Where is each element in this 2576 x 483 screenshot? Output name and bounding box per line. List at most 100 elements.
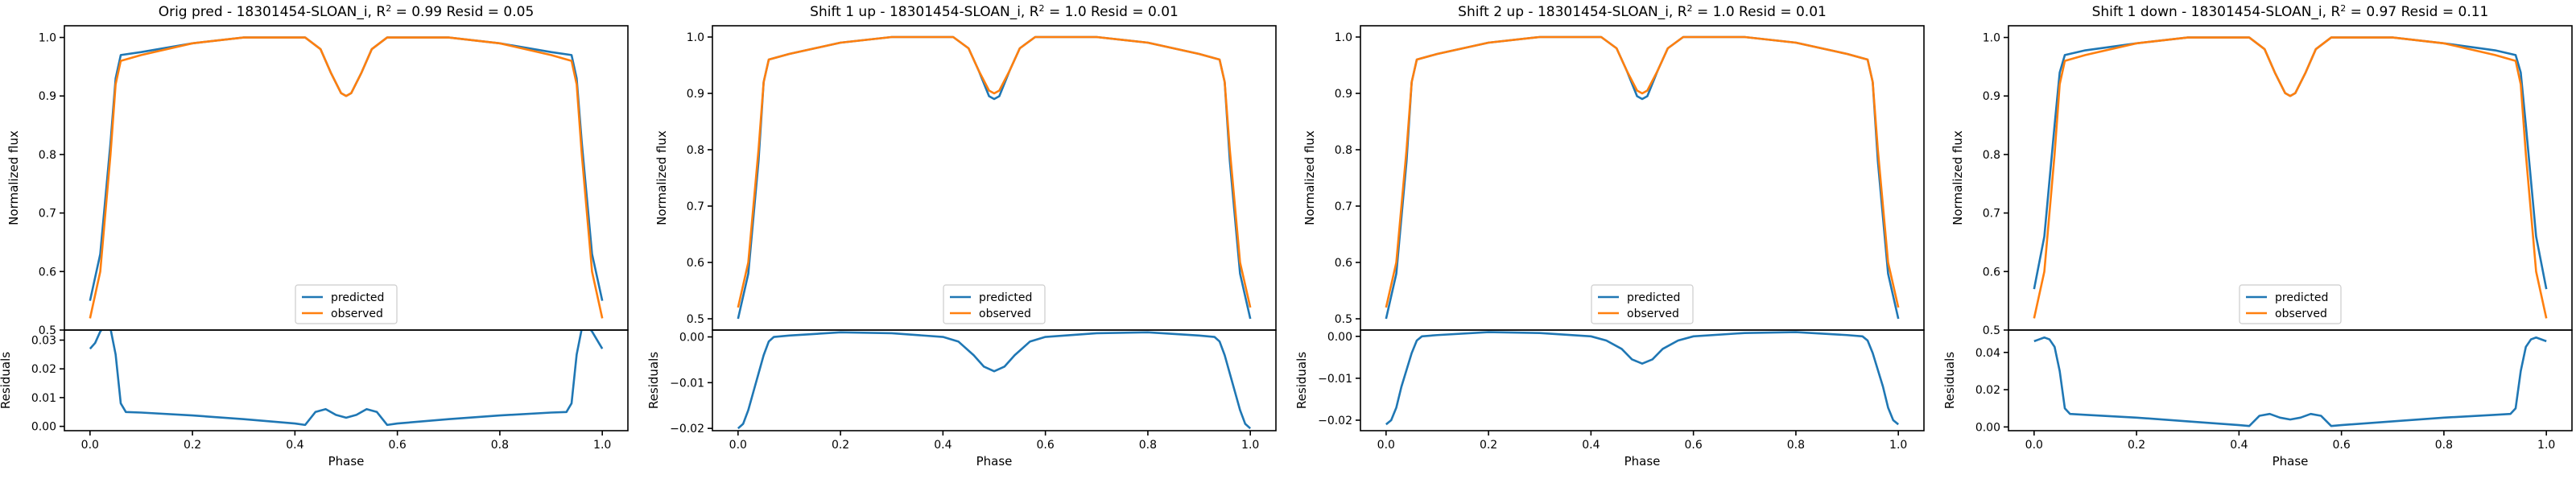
x-tick-label: 0.4 (934, 439, 952, 452)
y-tick-label: 0.8 (1335, 144, 1352, 157)
legend-label-predicted: predicted (1627, 291, 1680, 304)
x-tick-label: 0.8 (1139, 439, 1157, 452)
y-tick-label: 0.7 (1983, 208, 2000, 221)
y-tick-label: 0.03 (31, 335, 56, 348)
main-axes-frame (712, 25, 1277, 331)
legend-label-observed: observed (979, 308, 1031, 320)
y-tick-label: 0.01 (31, 392, 56, 405)
x-tick-label: 0.8 (2435, 439, 2453, 452)
x-tick-label: 0.2 (832, 439, 849, 452)
y-tick-label: −0.02 (1318, 415, 1352, 427)
y-tick-label: 0.02 (31, 363, 56, 376)
x-tick-label: 0.0 (729, 439, 747, 452)
residual-axes-frame (712, 329, 1277, 431)
x-axis-label: Phase (1624, 454, 1661, 469)
y-axis-label: Normalized flux (1302, 130, 1317, 225)
legend-label-observed: observed (331, 308, 383, 320)
series-line-observed (737, 35, 1252, 308)
y-tick-label: −0.01 (670, 377, 704, 390)
y-tick-label: 0.5 (687, 313, 704, 326)
residual-y-axis-label: Residuals (0, 352, 13, 409)
y-tick-label: 1.0 (1983, 32, 2000, 45)
y-tick-label: 0.9 (1983, 90, 2000, 103)
y-tick-label: 1.0 (687, 31, 704, 44)
main-axes-frame (64, 25, 629, 331)
residual-line-residual (89, 330, 604, 427)
y-tick-label: 0.8 (687, 144, 704, 157)
x-tick-label: 0.2 (184, 439, 201, 452)
panel-1: Orig pred - 18301454-SLOAN_i, R2 = 0.99 … (0, 3, 629, 469)
panel-3: Shift 2 up - 18301454-SLOAN_i, R2 = 1.0 … (1294, 3, 1925, 469)
legend-label-predicted: predicted (979, 291, 1032, 304)
y-tick-label: 0.6 (39, 266, 56, 279)
residual-line-residual (2033, 336, 2547, 427)
y-tick-label: 0.5 (1335, 313, 1352, 326)
y-axis-label: Normalized flux (6, 130, 21, 225)
x-tick-label: 0.2 (1480, 439, 1497, 452)
residual-axes-frame (2008, 329, 2573, 431)
x-tick-label: 1.0 (1889, 439, 1907, 452)
series-line-predicted (2033, 36, 2548, 290)
y-tick-label: −0.01 (1318, 373, 1352, 386)
x-axis-label: Phase (976, 454, 1013, 469)
y-tick-label: 0.9 (1335, 88, 1352, 101)
x-tick-label: 0.6 (2333, 439, 2351, 452)
y-tick-label: 0.00 (1975, 421, 2000, 434)
y-tick-label: −0.02 (670, 423, 704, 436)
y-tick-label: 0.5 (39, 324, 56, 337)
y-tick-label: 1.0 (1335, 31, 1352, 44)
y-tick-label: 0.00 (1327, 331, 1352, 344)
legend-label-observed: observed (2275, 308, 2327, 320)
y-tick-label: 0.00 (31, 421, 56, 434)
y-tick-label: 0.02 (1975, 384, 2000, 397)
y-axis-label: Normalized flux (1951, 130, 1965, 225)
series-line-predicted (89, 36, 604, 301)
x-tick-label: 0.2 (2128, 439, 2145, 452)
y-tick-label: 0.04 (1975, 347, 2000, 360)
residual-line-residual (737, 331, 1252, 430)
x-tick-label: 0.4 (286, 439, 303, 452)
panel-title: Shift 2 up - 18301454-SLOAN_i, R2 = 1.0 … (1458, 3, 1827, 21)
y-tick-label: 0.7 (39, 208, 56, 221)
legend-label-observed: observed (1627, 308, 1679, 320)
series-line-observed (2033, 36, 2548, 319)
panel-title: Shift 1 up - 18301454-SLOAN_i, R2 = 1.0 … (810, 3, 1179, 21)
panel-2: Shift 1 up - 18301454-SLOAN_i, R2 = 1.0 … (646, 3, 1277, 469)
series-line-observed (89, 36, 604, 319)
panel-title: Orig pred - 18301454-SLOAN_i, R2 = 0.99 … (159, 3, 535, 21)
legend-label-predicted: predicted (2275, 291, 2328, 304)
x-tick-label: 1.0 (2537, 439, 2555, 452)
y-tick-label: 0.6 (1983, 266, 2000, 279)
y-tick-label: 0.8 (1983, 149, 2000, 162)
residual-y-axis-label: Residuals (1294, 352, 1309, 409)
legend: predicted observed (295, 284, 398, 324)
x-axis-label: Phase (2273, 454, 2309, 469)
x-tick-label: 0.6 (389, 439, 407, 452)
legend: predicted observed (943, 284, 1046, 324)
series-line-predicted (737, 35, 1252, 320)
main-axes-frame (2008, 25, 2573, 331)
x-tick-label: 0.4 (1582, 439, 1600, 452)
series-line-predicted (1385, 35, 1900, 320)
x-tick-label: 1.0 (593, 439, 611, 452)
y-tick-label: 0.00 (679, 332, 704, 345)
residual-axes-frame (64, 329, 629, 431)
y-tick-label: 0.9 (687, 88, 704, 101)
y-tick-label: 0.5 (1983, 324, 2000, 337)
x-tick-label: 0.0 (81, 439, 99, 452)
legend-label-predicted: predicted (331, 291, 384, 304)
y-tick-label: 0.6 (687, 257, 704, 270)
x-tick-label: 0.6 (1685, 439, 1703, 452)
panel-4: Shift 1 down - 18301454-SLOAN_i, R2 = 0.… (1942, 3, 2573, 469)
residual-y-axis-label: Residuals (646, 352, 661, 409)
x-tick-label: 0.4 (2230, 439, 2248, 452)
y-tick-label: 0.6 (1335, 257, 1352, 270)
residual-axes-frame (1360, 329, 1925, 431)
x-axis-label: Phase (328, 454, 365, 469)
residual-y-axis-label: Residuals (1942, 352, 1957, 409)
residual-line-residual (1385, 331, 1900, 426)
x-tick-label: 0.8 (491, 439, 509, 452)
y-tick-label: 1.0 (39, 32, 56, 45)
legend: predicted observed (1591, 284, 1694, 324)
